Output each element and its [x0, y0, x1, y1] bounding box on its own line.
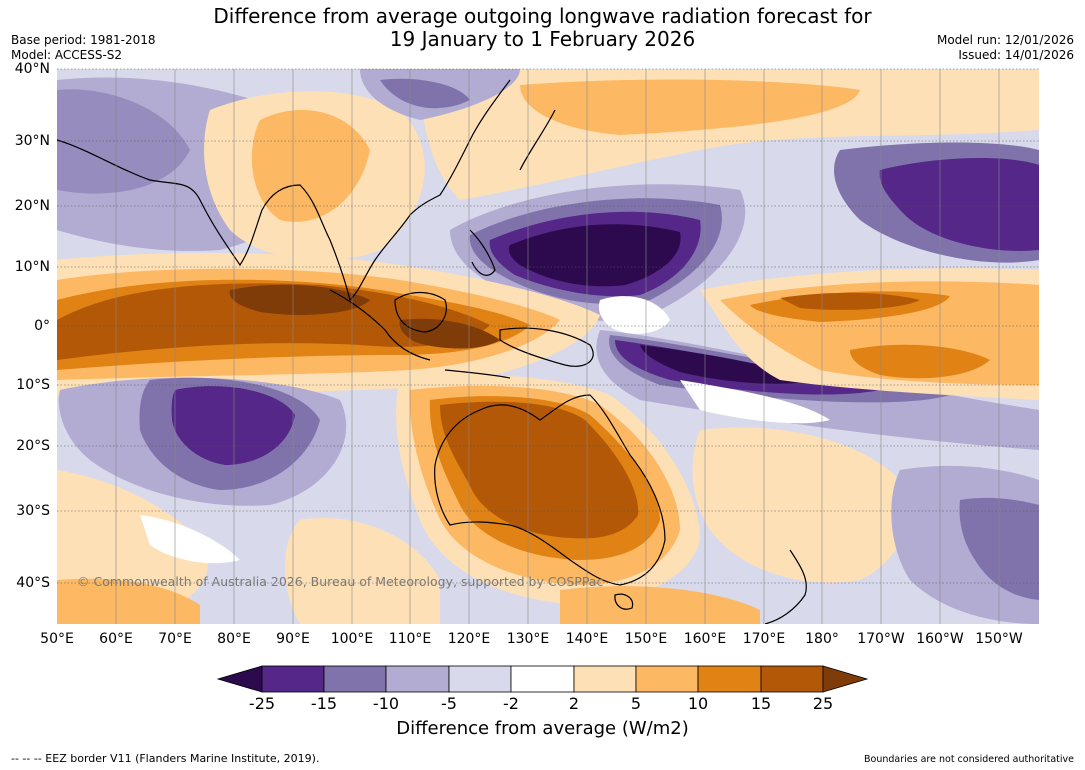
lat-label: 40°S — [16, 575, 50, 591]
lat-label: 40°N — [14, 61, 50, 77]
colorbar-tick: 2 — [568, 694, 580, 713]
lon-label: 180° — [805, 631, 839, 647]
colorbar-tick: -10 — [372, 694, 400, 713]
colorbar-tick: 10 — [687, 694, 709, 713]
colorbar-bin — [635, 665, 699, 693]
colorbar-title: Difference from average (W/m2) — [396, 718, 689, 739]
colorbar-tick: -15 — [310, 694, 338, 713]
lon-label: 150°W — [975, 631, 1023, 647]
colorbar-extend-high — [822, 665, 869, 693]
lon-label: 100°E — [330, 631, 374, 647]
lon-label: 120°E — [447, 631, 491, 647]
lon-label: 90°E — [276, 631, 310, 647]
colorbar-bin — [323, 665, 387, 693]
lon-label: 140°E — [565, 631, 609, 647]
anomaly-field — [57, 69, 1039, 624]
lat-label: 30°S — [16, 503, 50, 519]
lon-label: 50°E — [40, 631, 74, 647]
colorbar-bin — [448, 665, 512, 693]
colorbar-bin — [385, 665, 450, 693]
lon-label: 160°E — [683, 631, 727, 647]
colorbar-tick: 15 — [750, 694, 772, 713]
lat-label: 0° — [34, 318, 50, 334]
map-title-line2: 19 January to 1 February 2026 — [389, 27, 696, 51]
model-name: Model: ACCESS-S2 — [11, 48, 123, 62]
lat-label: 10°S — [16, 377, 50, 393]
colorbar-bin — [261, 665, 325, 693]
lon-label: 110°E — [388, 631, 432, 647]
meridians — [115, 69, 1000, 624]
lon-label: 130°E — [506, 631, 550, 647]
lon-label: 170°W — [857, 631, 905, 647]
colorbar-tick: -5 — [441, 694, 457, 713]
lat-label: 10°N — [14, 259, 50, 275]
boundaries-disclaimer: Boundaries are not considered authoritat… — [864, 754, 1074, 765]
colorbar-tick: -25 — [248, 694, 276, 713]
copyright-notice: © Commonwealth of Australia 2026, Bureau… — [77, 574, 604, 589]
colorbar-bin — [760, 665, 824, 693]
lat-label: 20°S — [16, 438, 50, 454]
gridlines — [57, 68, 1039, 584]
eez-legend: -- -- -- EEZ border V11 (Flanders Marine… — [11, 752, 320, 765]
base-period: Base period: 1981-2018 — [11, 33, 156, 47]
lat-label: 20°N — [14, 198, 50, 214]
colorbar-bin — [510, 665, 575, 693]
coastlines — [57, 79, 807, 624]
colorbar-bin — [573, 665, 637, 693]
issued-date: Issued: 14/01/2026 — [958, 48, 1074, 62]
colorbar-tick: 25 — [812, 694, 834, 713]
lon-label: 60°E — [99, 631, 133, 647]
colorbar — [216, 665, 869, 693]
model-run: Model run: 12/01/2026 — [936, 33, 1074, 47]
colorbar-bin — [697, 665, 762, 693]
colorbar-tick: 5 — [630, 694, 642, 713]
map-title-line1: Difference from average outgoing longwav… — [213, 4, 872, 28]
lon-label: 170°E — [742, 631, 786, 647]
colorbar-tick: -2 — [503, 694, 519, 713]
lat-label: 30°N — [14, 133, 50, 149]
lon-label: 70°E — [158, 631, 192, 647]
colorbar-extend-low — [216, 665, 263, 693]
lon-label: 150°E — [624, 631, 668, 647]
lon-label: 160°W — [916, 631, 964, 647]
lon-label: 80°E — [217, 631, 251, 647]
